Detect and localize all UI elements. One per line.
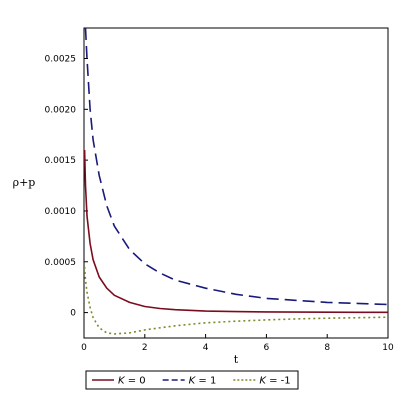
y-tick-label: 0.0005 [45, 258, 77, 268]
legend-entry-key: K [118, 376, 126, 387]
plot-area: 0 2 4 6 8 10 0 0.0005 0.0010 0.0015 0.0020 0.0025 [45, 27, 394, 353]
series-line-k-0 [84, 149, 388, 314]
x-axis-title: t [234, 353, 239, 366]
y-tick-label: 0.0025 [45, 54, 77, 64]
x-tick-label: 0 [81, 343, 87, 353]
series-line-k-1 [84, 28, 388, 306]
legend-entry-label: K = -1 [259, 376, 290, 387]
legend-entry-label: K = 0 [118, 376, 146, 387]
legend-entry-value: = -1 [266, 376, 291, 387]
y-tick-label: 0.0015 [45, 156, 77, 166]
x-tick-label: 4 [203, 343, 209, 353]
legend-entry-value: = 0 [125, 376, 146, 387]
legend-entry-label: K = 1 [189, 376, 217, 387]
y-tick-label: 0.0010 [45, 207, 77, 217]
legend-entry-key: K [189, 376, 197, 387]
y-tick-label: 0 [70, 309, 76, 319]
x-tick-label: 10 [382, 343, 394, 353]
x-tick-label: 2 [142, 343, 148, 353]
legend-entry-value: = 1 [195, 376, 216, 387]
x-tick-label: 6 [264, 343, 270, 353]
plot-frame [83, 27, 389, 339]
y-axis-title: ρ+p [13, 176, 36, 189]
x-tick-label: 8 [324, 343, 330, 353]
series-line-k-1 [84, 266, 388, 335]
legend-entry-key: K [259, 376, 267, 387]
legend-box [85, 370, 299, 390]
y-tick-label: 0.0020 [45, 105, 77, 115]
